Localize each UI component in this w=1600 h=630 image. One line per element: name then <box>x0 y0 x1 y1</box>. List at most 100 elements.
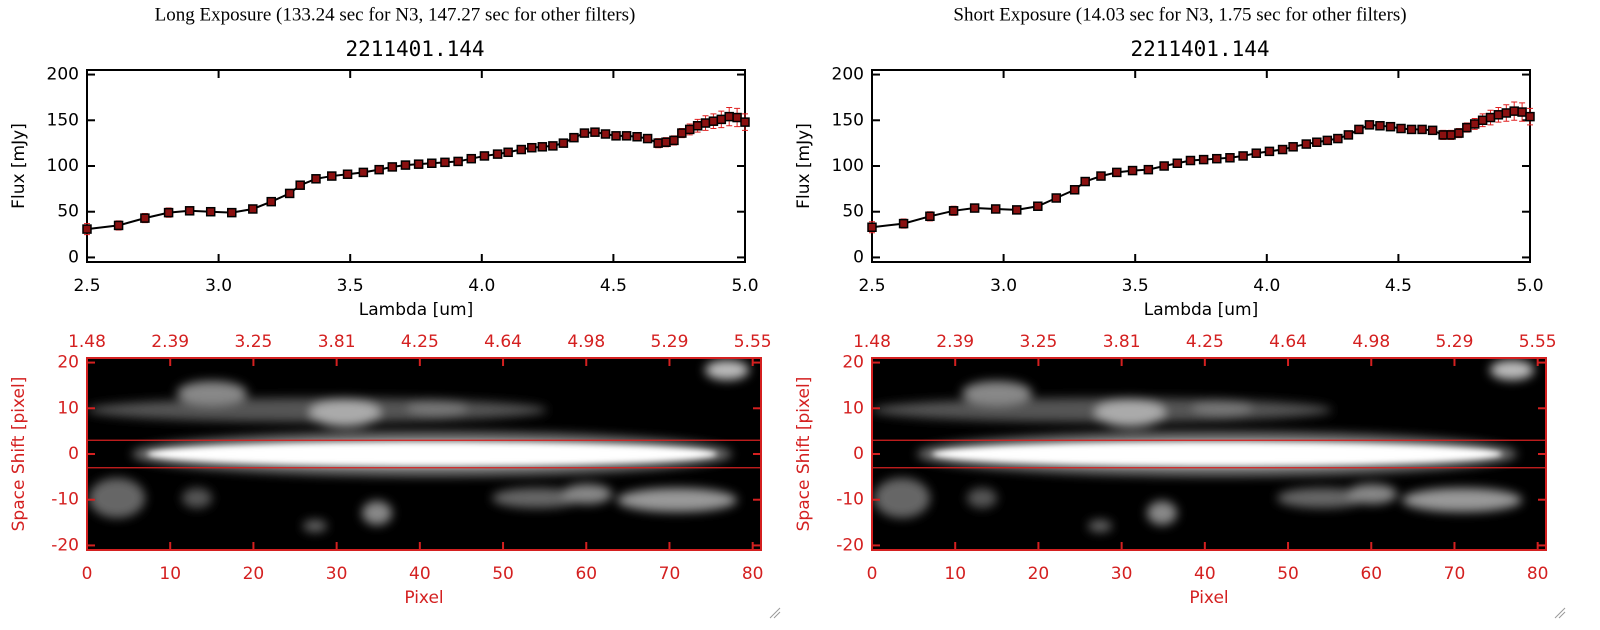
x-tick-label: 0 <box>867 564 878 584</box>
data-marker <box>342 169 353 179</box>
x2-tick-label: 3.25 <box>234 332 272 352</box>
x-tick-label: 2.5 <box>858 276 885 296</box>
x2-tick-label: 5.55 <box>1519 332 1557 352</box>
data-marker <box>724 111 734 122</box>
data-marker <box>1051 193 1061 203</box>
y-tick-label: -20 <box>836 535 864 555</box>
heatmap-image-right <box>872 358 1546 550</box>
y-tick-label: 20 <box>842 353 864 373</box>
data-marker <box>1517 107 1527 117</box>
data-marker <box>1396 123 1406 134</box>
y-tick-label: 150 <box>832 110 864 130</box>
data-marker <box>948 206 959 216</box>
x-tick-label: 80 <box>742 564 764 584</box>
data-marker <box>227 207 237 218</box>
y-tick-label: 100 <box>832 156 864 176</box>
data-marker <box>1127 165 1138 176</box>
data-marker <box>374 164 384 175</box>
data-marker <box>677 128 687 138</box>
data-marker <box>1477 115 1488 126</box>
data-marker <box>1251 148 1262 158</box>
data-marker <box>1069 185 1080 195</box>
x-tick-label: 3.5 <box>337 276 364 296</box>
data-marker <box>740 117 750 127</box>
data-marker <box>311 174 321 184</box>
heatmap-image-left <box>87 358 761 550</box>
data-marker <box>632 131 642 142</box>
x-tick-label: 50 <box>492 564 514 584</box>
chart-title: Long Exposure (133.24 sec for N3, 147.27… <box>155 4 636 25</box>
data-marker <box>642 133 653 144</box>
data-marker <box>600 129 611 139</box>
data-marker <box>1277 144 1288 155</box>
x2-tick-label: 2.39 <box>936 332 974 352</box>
data-marker <box>611 131 621 141</box>
x-tick-label: 4.5 <box>600 276 627 296</box>
data-marker <box>413 159 424 169</box>
y-tick-label: 0 <box>68 444 79 464</box>
x2-tick-label: 3.81 <box>1103 332 1141 352</box>
data-marker <box>579 128 590 138</box>
data-marker <box>358 167 369 178</box>
chart-subtitle: 2211401.144 <box>345 37 484 61</box>
x2-tick-label: 2.39 <box>151 332 189 352</box>
data-marker <box>184 206 195 216</box>
x2-tick-label: 4.64 <box>1269 332 1307 352</box>
data-marker <box>1343 130 1354 140</box>
x2-tick-label: 3.25 <box>1019 332 1057 352</box>
x-tick-label: 70 <box>659 564 681 584</box>
data-marker <box>1012 205 1022 215</box>
data-marker <box>1462 122 1472 133</box>
x-tick-label: 10 <box>159 564 181 584</box>
data-marker <box>558 138 569 148</box>
data-marker <box>284 188 295 199</box>
y-tick-label: 150 <box>47 110 79 130</box>
data-marker <box>453 156 463 167</box>
x-tick-label: 3.0 <box>205 276 232 296</box>
data-marker <box>732 112 742 123</box>
data-marker <box>1033 201 1043 211</box>
x-tick-label: 0 <box>82 564 93 584</box>
data-marker <box>1427 125 1438 136</box>
data-marker <box>969 203 980 213</box>
data-marker <box>1096 171 1106 181</box>
data-marker <box>1264 146 1275 157</box>
x-axis-label: Pixel <box>404 588 443 608</box>
x2-tick-label: 4.64 <box>484 332 522 352</box>
data-marker <box>548 141 558 151</box>
x-tick-label: 30 <box>326 564 348 584</box>
x2-tick-label: 4.25 <box>401 332 439 352</box>
data-marker <box>1501 108 1512 118</box>
y-tick-label: -20 <box>51 535 79 555</box>
chart-title: Short Exposure (14.03 sec for N3, 1.75 s… <box>953 4 1406 25</box>
x-tick-label: 40 <box>1194 564 1216 584</box>
data-marker <box>1159 161 1169 171</box>
y-tick-label: 0 <box>68 247 79 267</box>
data-marker <box>1080 176 1090 187</box>
data-marker <box>1446 130 1456 140</box>
data-marker <box>387 162 398 172</box>
data-marker <box>661 137 671 147</box>
x-tick-label: 80 <box>1527 564 1549 584</box>
data-marker <box>1143 164 1154 175</box>
data-marker <box>1322 135 1333 146</box>
data-marker <box>1301 139 1312 149</box>
data-marker <box>653 138 663 148</box>
x-tick-label: 2.5 <box>73 276 100 296</box>
y-axis-label: Space Shift [pixel] <box>794 377 814 532</box>
x2-tick-label: 4.25 <box>1186 332 1224 352</box>
data-marker <box>898 218 909 229</box>
data-marker <box>1364 120 1375 130</box>
data-marker <box>266 196 276 207</box>
data-marker <box>1385 121 1396 132</box>
y-tick-label: 20 <box>57 353 79 373</box>
y-tick-label: 200 <box>832 65 864 85</box>
y-tick-label: 0 <box>853 444 864 464</box>
x2-tick-label: 4.98 <box>1352 332 1390 352</box>
plot-frame <box>871 69 1531 263</box>
data-marker <box>327 171 337 181</box>
resize-grip <box>769 607 1566 619</box>
data-marker <box>1238 151 1248 161</box>
y-tick-label: -10 <box>836 490 864 510</box>
data-marker <box>1172 158 1183 169</box>
